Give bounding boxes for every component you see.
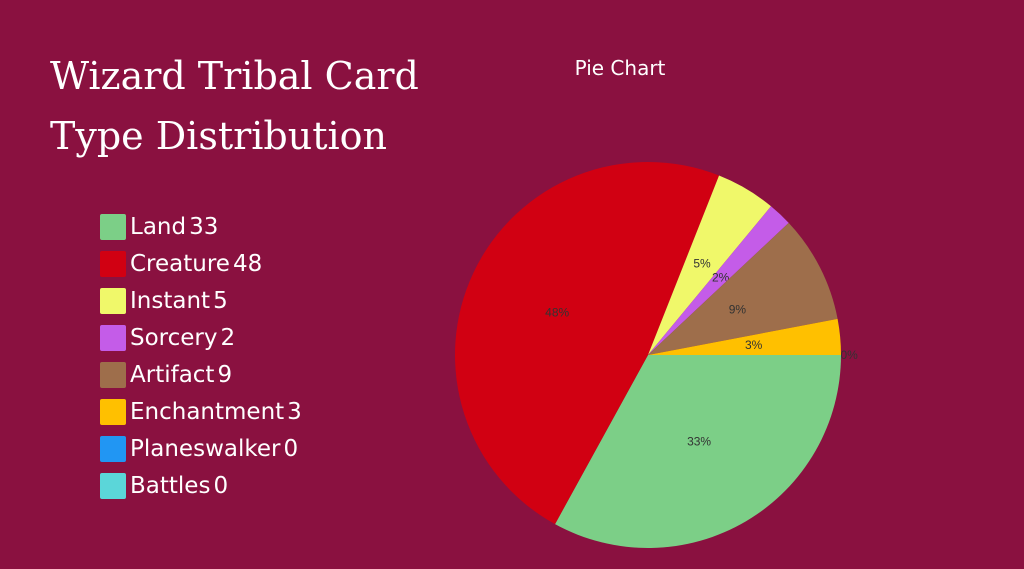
pie-slice-enchantment: [648, 318, 841, 355]
legend-value: 9: [217, 361, 233, 388]
slice-label-sorcery: 2%: [712, 271, 730, 285]
legend-swatch: [100, 250, 126, 277]
pie-slice-creature: [454, 161, 720, 525]
legend-item-sorcery: Sorcery 2: [100, 319, 302, 356]
pie-slice-sorcery: [648, 206, 789, 355]
pie-slice-land: [555, 355, 841, 549]
legend-value: 2: [220, 324, 236, 351]
chart-legend: Land 33 Creature 48 Instant 5 Sorcery 2 Artifact…: [100, 208, 302, 504]
legend-item-battles: Battles 0: [100, 467, 302, 504]
legend-swatch: [100, 472, 126, 499]
legend-value: 33: [189, 213, 219, 240]
slice-label-creature: 48%: [545, 305, 569, 319]
title-line-1: Wizard Tribal Card: [50, 54, 419, 98]
legend-swatch: [100, 324, 126, 351]
legend-label: Enchantment: [130, 398, 285, 425]
chart-title: Pie Chart: [574, 56, 666, 80]
legend-label: Land: [130, 213, 187, 240]
legend-value: 3: [287, 398, 302, 425]
legend-item-planeswalker: Planeswalker 0: [100, 430, 302, 467]
legend-label: Artifact: [130, 361, 215, 388]
pie-slice-instant: [648, 175, 772, 355]
legend-value: 5: [213, 287, 228, 314]
legend-swatch: [100, 435, 126, 462]
title-line-2: Type Distribution: [50, 114, 387, 158]
slice-label-planeswalker: 0%: [840, 348, 858, 362]
legend-item-creature: Creature 48: [100, 245, 302, 282]
legend-value: 48: [232, 250, 263, 277]
legend-value: 0: [213, 472, 229, 499]
legend-swatch: [100, 213, 126, 240]
legend-item-artifact: Artifact 9: [100, 356, 302, 393]
slice-label-artifact: 9%: [729, 302, 747, 316]
pie-slice-artifact: [648, 222, 838, 355]
legend-label: Instant: [130, 287, 211, 314]
legend-item-instant: Instant 5: [100, 282, 302, 319]
legend-label: Sorcery: [130, 324, 218, 351]
legend-swatch: [100, 398, 126, 425]
slice-label-land: 33%: [687, 434, 711, 448]
legend-value: 0: [283, 435, 299, 462]
legend-label: Planeswalker: [130, 435, 281, 462]
legend-label: Battles: [130, 472, 211, 499]
legend-item-land: Land 33: [100, 208, 302, 245]
legend-label: Creature: [130, 250, 230, 277]
legend-swatch: [100, 287, 126, 314]
slice-label-enchantment: 3%: [745, 338, 763, 352]
legend-swatch: [100, 361, 126, 388]
legend-item-enchantment: Enchantment 3: [100, 393, 302, 430]
page-title: Wizard Tribal Card Type Distribution: [50, 46, 490, 166]
slice-label-instant: 5%: [693, 257, 711, 271]
